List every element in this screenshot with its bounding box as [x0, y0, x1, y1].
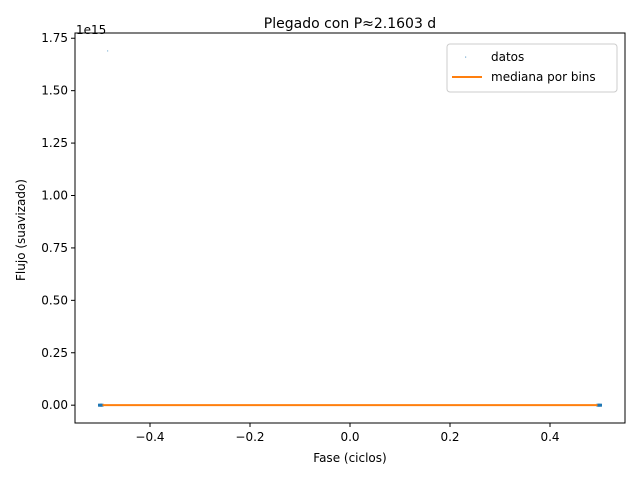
x-tick-label: 0.4	[540, 430, 559, 444]
x-tick-label: 0.2	[440, 430, 459, 444]
chart-title: Plegado con P≈2.1603 d	[264, 16, 436, 32]
y-tick-label: 0.75	[41, 241, 68, 255]
y-tick-label: 1.25	[41, 136, 68, 150]
x-tick-label: −0.2	[235, 430, 264, 444]
x-axis-label: Fase (ciclos)	[313, 451, 386, 465]
data-point-4	[598, 403, 602, 407]
data-point-0	[107, 50, 109, 52]
legend-entry-label: mediana por bins	[491, 70, 596, 84]
y-tick-label: 0.50	[41, 293, 68, 307]
data-point-2	[99, 403, 104, 407]
x-tick-label: 0.0	[340, 430, 359, 444]
y-axis-label: Flujo (suavizado)	[14, 179, 28, 281]
y-tick-label: 1.75	[41, 31, 68, 45]
x-tick-label: −0.4	[135, 430, 164, 444]
y-tick-label: 1.50	[41, 84, 68, 98]
legend-marker-datos	[465, 56, 467, 58]
legend-entry-label: datos	[491, 50, 524, 64]
y-axis-offset-label: 1e15	[76, 23, 106, 37]
y-axis: 0.00 0.25 0.50 0.75 1.00 1.25 1.50 1.75	[41, 31, 75, 412]
y-tick-label: 1.00	[41, 189, 68, 203]
y-tick-label: 0.00	[41, 398, 68, 412]
legend-box	[446, 43, 618, 93]
x-axis: −0.4 −0.2 0.0 0.2 0.4	[135, 423, 560, 444]
y-tick-label: 0.25	[41, 346, 68, 360]
legend: datos mediana por bins	[446, 43, 618, 93]
